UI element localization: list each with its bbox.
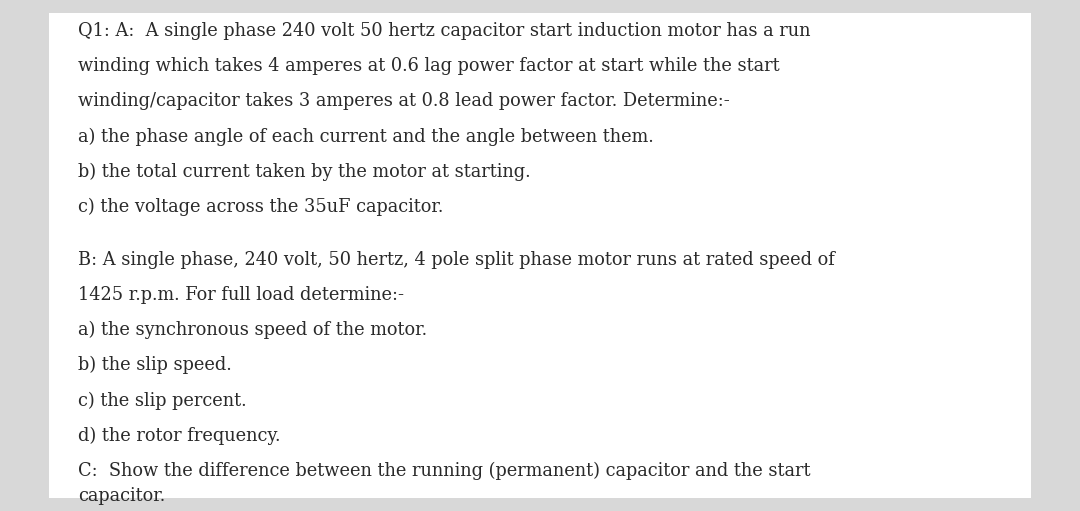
Text: 1425 r.p.m. For full load determine:-: 1425 r.p.m. For full load determine:- bbox=[78, 286, 404, 304]
Text: c) the slip percent.: c) the slip percent. bbox=[78, 391, 246, 410]
Text: a) the synchronous speed of the motor.: a) the synchronous speed of the motor. bbox=[78, 321, 427, 339]
Text: winding/capacitor takes 3 amperes at 0.8 lead power factor. Determine:-: winding/capacitor takes 3 amperes at 0.8… bbox=[78, 92, 729, 110]
Text: winding which takes 4 amperes at 0.6 lag power factor at start while the start: winding which takes 4 amperes at 0.6 lag… bbox=[78, 57, 780, 75]
Text: Q1: A:  A single phase 240 volt 50 hertz capacitor start induction motor has a r: Q1: A: A single phase 240 volt 50 hertz … bbox=[78, 22, 810, 40]
Text: a) the phase angle of each current and the angle between them.: a) the phase angle of each current and t… bbox=[78, 127, 653, 146]
Text: C:  Show the difference between the running (permanent) capacitor and the start: C: Show the difference between the runni… bbox=[78, 462, 810, 480]
Text: c) the voltage across the 35uF capacitor.: c) the voltage across the 35uF capacitor… bbox=[78, 198, 443, 216]
Text: b) the total current taken by the motor at starting.: b) the total current taken by the motor … bbox=[78, 162, 530, 181]
Text: B: A single phase, 240 volt, 50 hertz, 4 pole split phase motor runs at rated sp: B: A single phase, 240 volt, 50 hertz, 4… bbox=[78, 251, 835, 269]
FancyBboxPatch shape bbox=[49, 13, 1031, 498]
Text: capacitor.: capacitor. bbox=[78, 487, 165, 505]
Text: d) the rotor frequency.: d) the rotor frequency. bbox=[78, 427, 281, 445]
Text: b) the slip speed.: b) the slip speed. bbox=[78, 356, 231, 375]
